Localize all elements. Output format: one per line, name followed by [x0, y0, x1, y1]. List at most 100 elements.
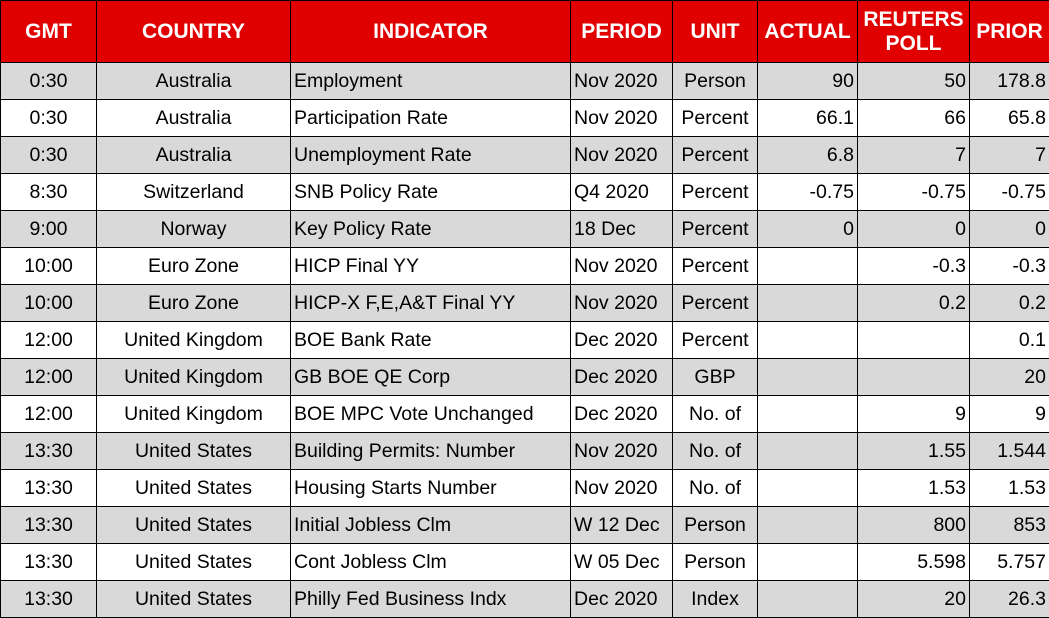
table-cell: Euro Zone [97, 248, 291, 285]
table-cell: United Kingdom [97, 359, 291, 396]
table-cell: 0.1 [970, 322, 1049, 359]
table-cell: 13:30 [1, 470, 97, 507]
table-cell: 10:00 [1, 248, 97, 285]
table-cell: HICP Final YY [291, 248, 571, 285]
table-cell: 8:30 [1, 174, 97, 211]
column-header: REUTERS POLL [858, 1, 970, 63]
table-cell: 13:30 [1, 507, 97, 544]
table-cell [758, 359, 858, 396]
table-cell: 1.55 [858, 433, 970, 470]
column-header: COUNTRY [97, 1, 291, 63]
table-cell: 1.544 [970, 433, 1049, 470]
table-cell: 66 [858, 100, 970, 137]
table-cell: Switzerland [97, 174, 291, 211]
table-cell: 66.1 [758, 100, 858, 137]
table-cell: 0:30 [1, 100, 97, 137]
table-cell: Australia [97, 63, 291, 100]
table-cell: 7 [970, 137, 1049, 174]
table-cell [758, 544, 858, 581]
table-cell: BOE Bank Rate [291, 322, 571, 359]
table-cell: United States [97, 470, 291, 507]
table-cell: W 05 Dec [571, 544, 673, 581]
table-cell: Nov 2020 [571, 248, 673, 285]
table-cell: 5.598 [858, 544, 970, 581]
table-cell: Philly Fed Business Indx [291, 581, 571, 618]
table-cell: Percent [673, 137, 758, 174]
table-cell: -0.75 [758, 174, 858, 211]
table-cell: Euro Zone [97, 285, 291, 322]
table-cell: No. of [673, 470, 758, 507]
table-cell: Percent [673, 211, 758, 248]
column-header: PERIOD [571, 1, 673, 63]
table-cell: Person [673, 507, 758, 544]
table-cell: 800 [858, 507, 970, 544]
table-cell: 9 [858, 396, 970, 433]
table-cell: 20 [858, 581, 970, 618]
table-cell: 9 [970, 396, 1049, 433]
table-cell: HICP-X F,E,A&T Final YY [291, 285, 571, 322]
table-cell: Dec 2020 [571, 396, 673, 433]
table-cell: United States [97, 544, 291, 581]
table-cell: Q4 2020 [571, 174, 673, 211]
table-cell: Australia [97, 137, 291, 174]
table-cell: Dec 2020 [571, 581, 673, 618]
column-header: GMT [1, 1, 97, 63]
table-cell [758, 322, 858, 359]
table-cell: Nov 2020 [571, 63, 673, 100]
table-cell: 90 [758, 63, 858, 100]
table-cell: Nov 2020 [571, 137, 673, 174]
table-cell: United Kingdom [97, 322, 291, 359]
table-cell: 0.2 [858, 285, 970, 322]
table-cell: 0:30 [1, 137, 97, 174]
table-cell [758, 433, 858, 470]
table-cell: Participation Rate [291, 100, 571, 137]
table-cell: 1.53 [858, 470, 970, 507]
table-cell: 9:00 [1, 211, 97, 248]
table-cell [758, 248, 858, 285]
table-cell: 12:00 [1, 322, 97, 359]
table-cell: 5.757 [970, 544, 1049, 581]
table-cell: Cont Jobless Clm [291, 544, 571, 581]
table-cell: -0.3 [970, 248, 1049, 285]
table-cell: Person [673, 544, 758, 581]
table-cell [758, 507, 858, 544]
table-cell: Nov 2020 [571, 470, 673, 507]
table-cell: GBP [673, 359, 758, 396]
table-cell: 65.8 [970, 100, 1049, 137]
table-cell: 0.2 [970, 285, 1049, 322]
table-cell: 12:00 [1, 359, 97, 396]
table-cell: Percent [673, 248, 758, 285]
table-cell: United States [97, 507, 291, 544]
table-cell: -0.75 [970, 174, 1049, 211]
table-cell: 0:30 [1, 63, 97, 100]
table-cell: Housing Starts Number [291, 470, 571, 507]
column-header: INDICATOR [291, 1, 571, 63]
table-cell: No. of [673, 433, 758, 470]
column-header: ACTUAL [758, 1, 858, 63]
table-cell: 178.8 [970, 63, 1049, 100]
table-cell [758, 285, 858, 322]
table-cell [858, 322, 970, 359]
table-cell: 13:30 [1, 581, 97, 618]
table-cell: 7 [858, 137, 970, 174]
table-cell: Unemployment Rate [291, 137, 571, 174]
table-cell [758, 470, 858, 507]
table-cell: 6.8 [758, 137, 858, 174]
table-cell: 853 [970, 507, 1049, 544]
table-cell: Australia [97, 100, 291, 137]
table-cell: Dec 2020 [571, 322, 673, 359]
table-cell: 26.3 [970, 581, 1049, 618]
table-cell: 20 [970, 359, 1049, 396]
